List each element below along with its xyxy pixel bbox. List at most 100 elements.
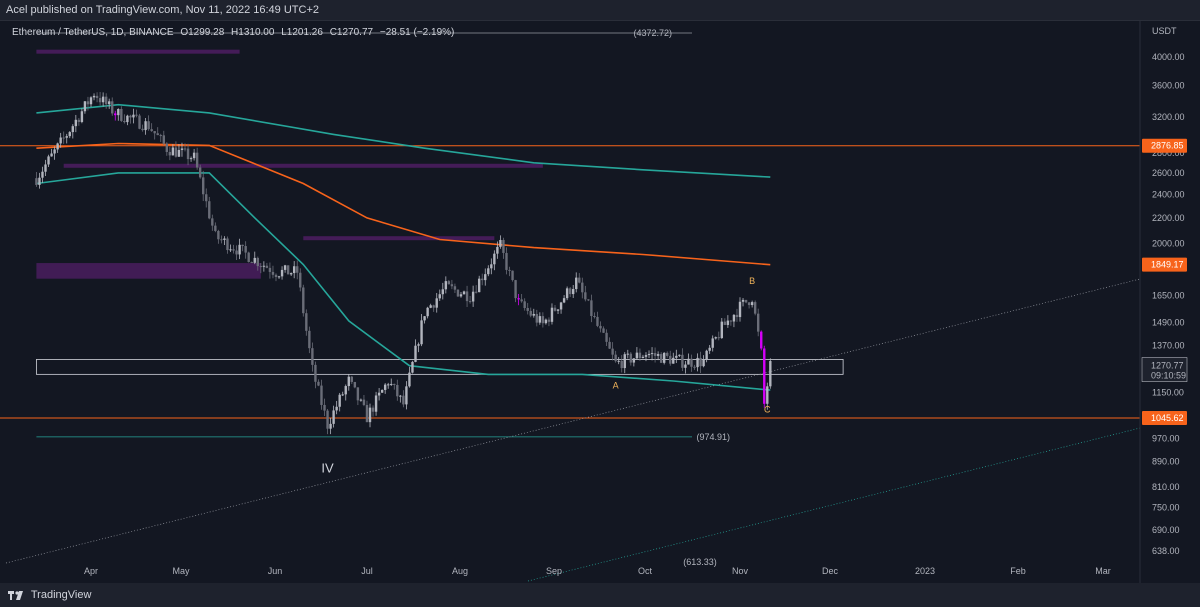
price-chart[interactable]: (4372.72) (974.91) (613.33) IV A B C USDT 4000.… [0,21,1200,584]
candle-body [68,132,71,137]
candle-body [168,151,172,156]
trendline-upper [5,278,1140,564]
candle-body [62,137,65,139]
candle-body [556,309,560,311]
candle-body [129,115,132,118]
purple-zone-1 [63,163,543,168]
candle-body [311,348,314,365]
candle-body [659,354,663,363]
candle-body [523,301,526,308]
candle-body [92,95,96,98]
candle-body [286,265,290,275]
candle-body [587,299,590,301]
candle-body [171,147,175,156]
candle-body [514,280,517,299]
candle-body [223,238,226,240]
candle-body [490,264,493,269]
candle-body [447,281,451,285]
candle-body [399,395,402,397]
candle-body [335,406,338,411]
candle-body [183,148,187,150]
x-tick-4: Aug [452,566,468,576]
y-tick-4: 2600.00 [1152,168,1185,178]
candle-body [74,119,78,127]
candle-body [265,265,269,268]
candle-body [135,114,138,116]
candle-body [41,171,44,178]
level-label-1: (974.91) [696,432,730,442]
candle-body [481,278,484,281]
candle-body [417,344,420,346]
candle-body [390,383,393,385]
candle-body [277,276,281,278]
x-tick-11: Mar [1095,566,1111,576]
candle-body [411,361,414,373]
price-axis[interactable]: USDT 4000.00 3600.00 3200.00 2800.00 2600.00 2… [84,21,1200,584]
chart-area[interactable]: (4372.72) (974.91) (613.33) IV A B C USDT 4000.… [0,20,1200,584]
y-tick-16: 750.00 [1152,502,1180,512]
candle-body [253,257,256,263]
candle-body [141,128,144,131]
symbol-name: Ethereum / TetherUS, 1D, BINANCE [12,27,174,38]
candle-body [502,239,505,253]
candle-body [535,313,539,323]
candle-body [420,320,423,345]
candle-body [174,147,178,157]
candle-body [541,316,545,324]
candle-body [526,307,529,311]
candle-body [65,136,68,138]
candle-body [205,194,208,202]
candle-body [241,244,244,247]
level-label-0: (4372.72) [633,28,672,38]
candle-body [308,330,311,349]
candle-body [550,307,554,322]
candle-body [165,143,169,152]
candle-body [192,152,196,159]
candle-body [274,274,278,278]
y-tick-6: 2200.00 [1152,213,1185,223]
candle-body [484,274,487,281]
currency-label: USDT [1152,26,1177,36]
candle-body [641,356,645,359]
candle-body [229,249,232,251]
candle-body [150,129,153,132]
candle-body [302,287,305,314]
candle-body [638,352,642,359]
candle-body [532,313,535,316]
candle-body [353,381,357,388]
candle-body [123,120,126,123]
candle-body [635,352,639,359]
ohlc-close: C1270.77 [329,27,374,38]
candles [35,92,772,435]
candle-body [493,253,496,265]
candle-body [211,218,214,226]
candle-body [474,291,478,293]
candle-body [608,341,611,349]
candle-body [602,328,605,333]
candle-body [256,257,259,267]
candle-body [344,386,347,395]
candle-body [280,269,284,277]
candle-body [468,301,472,303]
x-tick-9: 2023 [915,566,935,576]
candle-body [177,149,181,157]
price-tag-2: 1045.62 [1151,413,1184,423]
candle-body [114,113,117,116]
candle-body [405,386,408,405]
y-tick-17: 690.00 [1152,525,1180,535]
candle-body [374,395,378,412]
wave-label-c: C [764,404,771,414]
y-tick-2: 3200.00 [1152,112,1185,122]
publish-header: Acel published on TradingView.com, Nov 1… [0,0,1200,20]
candle-body [544,319,548,324]
candle-body [159,135,162,137]
candle-body [38,177,41,185]
level-label-2: (613.33) [683,557,717,567]
y-tick-13: 970.00 [1152,433,1180,443]
candle-body [402,395,405,405]
candle-body [44,164,47,172]
candle-body [511,270,514,281]
x-tick-3: Jul [361,566,373,576]
candle-body [332,410,335,424]
candle-body [453,286,457,290]
